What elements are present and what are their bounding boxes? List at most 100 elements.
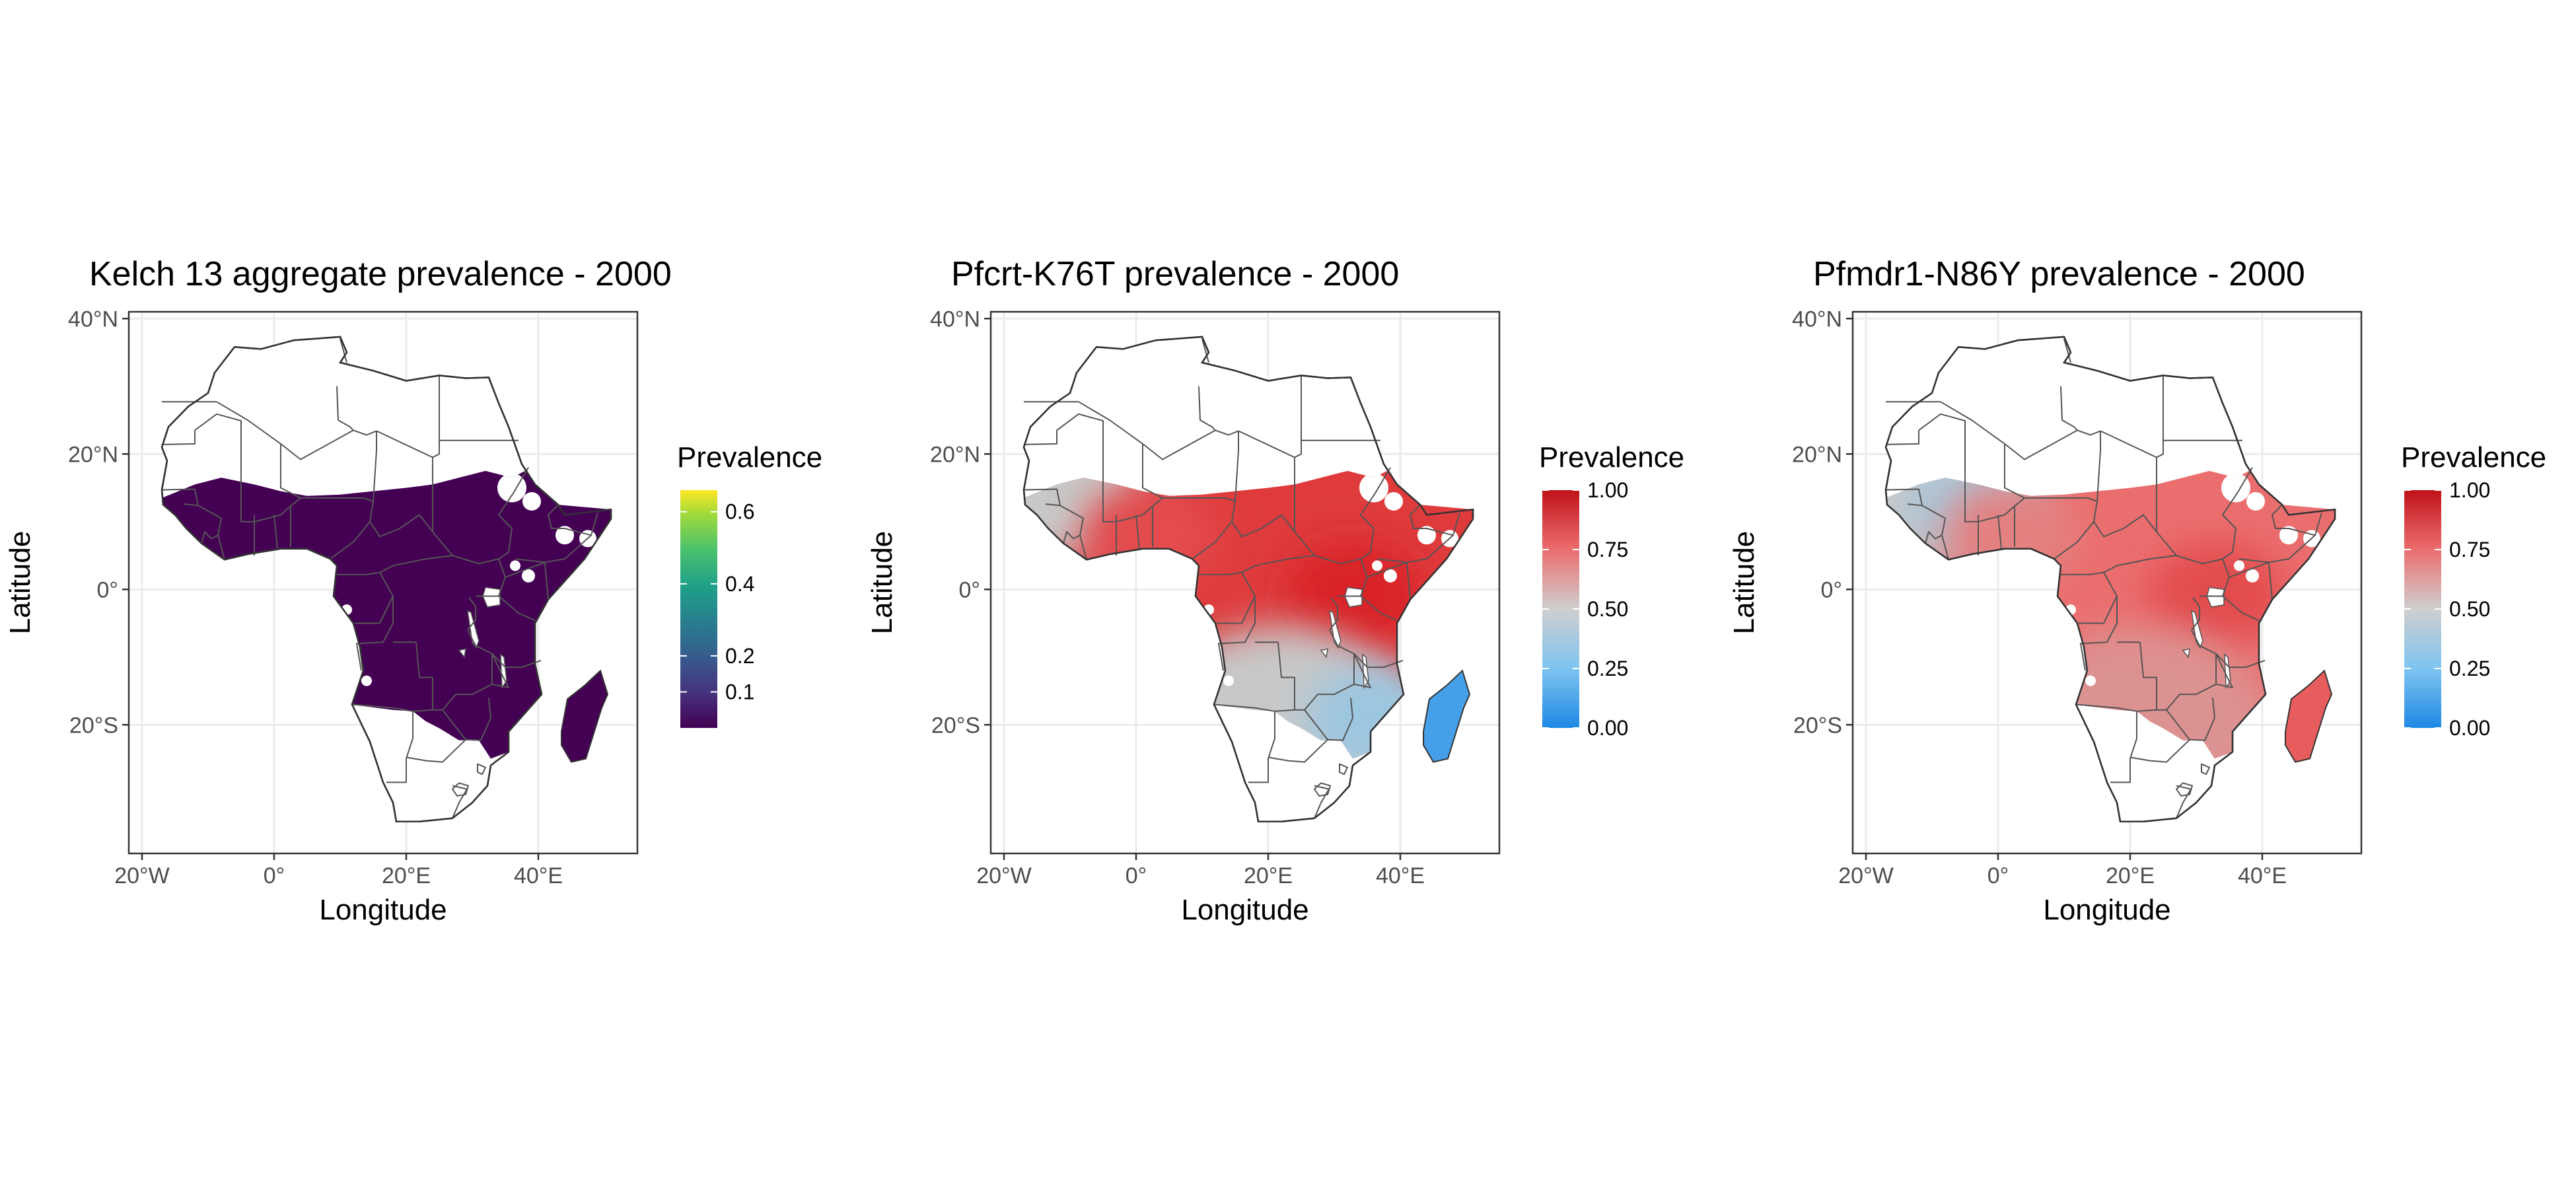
country-border: [1218, 596, 1256, 671]
lake: [482, 587, 501, 608]
country-border: [183, 503, 222, 536]
y-tick-label: 20°N: [68, 442, 118, 467]
legend-title: Prevalence: [677, 441, 822, 474]
country-border: [2268, 513, 2322, 563]
country-border: [2100, 430, 2157, 458]
x-tick-label: 20°W: [114, 863, 170, 888]
no-data-patch: [1359, 473, 1388, 503]
country-border: [1353, 653, 1371, 688]
no-data-patch: [2246, 569, 2259, 583]
y-axis-label: Latitude: [4, 531, 36, 635]
country-border: [1199, 571, 1256, 624]
country-border: [2191, 630, 2266, 668]
x-tick-label: 20°E: [2106, 863, 2155, 888]
country-border: [2063, 338, 2071, 363]
country-border: [515, 558, 546, 563]
y-tick-label: 40°N: [930, 306, 980, 332]
country-border: [2060, 386, 2078, 431]
x-tick-label: 0°: [1987, 863, 2009, 888]
legend-tick-label: 0.25: [2449, 657, 2490, 680]
country-border: [1268, 739, 1328, 763]
country-border: [201, 531, 225, 560]
country-border: [1241, 555, 1315, 573]
x-tick-label: 40°E: [1376, 863, 1425, 888]
country-border: [351, 703, 413, 783]
y-tick-label: 0°: [958, 577, 980, 602]
country-border: [1338, 595, 1398, 622]
legend-title: Prevalence: [2401, 441, 2546, 474]
country-border: [393, 641, 433, 710]
country-border: [467, 630, 542, 668]
y-tick-label: 20°N: [1792, 442, 1842, 467]
eswatini-border: [1339, 763, 1348, 775]
no-data-patch: [522, 569, 535, 583]
country-border: [2014, 497, 2025, 547]
country-border: [1329, 630, 1404, 668]
legend-tick-label: 1.00: [2449, 478, 2490, 502]
no-data-patch: [2085, 675, 2096, 686]
lake: [2224, 653, 2231, 690]
madagascar: [2285, 669, 2333, 763]
no-data-patch: [1223, 675, 1234, 686]
country-border: [340, 338, 347, 363]
lesotho-border: [1314, 782, 1331, 797]
x-axis-label: Longitude: [319, 894, 447, 926]
no-data-patch: [555, 526, 574, 545]
lesotho-border: [2176, 782, 2193, 797]
legend-tick-label: 0.4: [725, 572, 754, 596]
country-border: [406, 739, 466, 763]
legend-tick-label: 0.2: [725, 644, 754, 668]
country-border: [161, 430, 196, 445]
y-tick-label: 20°S: [1793, 713, 1842, 738]
country-border: [467, 596, 476, 631]
no-data-patch: [1372, 560, 1382, 571]
no-data-patch: [2221, 473, 2250, 503]
no-data-patch: [1417, 526, 1436, 545]
chart-title: Pfcrt-K76T prevalence - 2000: [951, 255, 1399, 293]
country-border: [1314, 785, 1330, 819]
country-border: [1056, 413, 1104, 478]
chart-title: Kelch 13 aggregate prevalence - 2000: [89, 255, 672, 293]
country-border: [2087, 431, 2101, 502]
y-tick-label: 20°N: [930, 442, 980, 467]
country-border: [216, 401, 377, 460]
eswatini-border: [477, 763, 486, 775]
country-border: [2166, 698, 2215, 741]
y-axis-label: Latitude: [1728, 531, 1760, 635]
madagascar: [561, 669, 609, 763]
country-border: [2191, 596, 2200, 631]
country-border: [2215, 653, 2233, 688]
x-axis-label: Longitude: [1181, 894, 1308, 926]
country-border: [1377, 558, 1408, 563]
legend-tick-label: 0.00: [1587, 716, 1628, 740]
x-axis-label: Longitude: [2043, 894, 2170, 926]
country-border: [432, 457, 529, 565]
country-border: [273, 515, 278, 549]
country-border: [1135, 515, 1140, 549]
madagascar: [1423, 669, 1471, 763]
no-data-patch: [1384, 569, 1397, 583]
country-border: [336, 386, 354, 431]
legend-tick-label: 0.25: [1587, 657, 1628, 680]
country-border: [1294, 375, 1302, 458]
panel-frame: [989, 310, 1501, 855]
no-data-patch: [361, 675, 372, 686]
y-tick-label: 40°N: [68, 306, 118, 332]
country-border: [1152, 497, 1163, 547]
country-border: [2156, 375, 2164, 458]
country-border: [1294, 457, 1391, 565]
legend-title: Prevalence: [1539, 441, 1684, 474]
country-border: [1198, 386, 1216, 431]
country-border: [1885, 430, 1919, 445]
country-border: [1078, 401, 1239, 460]
lake: [2182, 648, 2190, 659]
country-border: [1907, 503, 1946, 536]
country-border: [1142, 443, 1163, 499]
country-border: [1304, 698, 1353, 741]
no-data-patch: [2234, 560, 2244, 571]
country-border: [491, 653, 509, 688]
no-data-patch: [497, 473, 526, 503]
lake: [1344, 587, 1363, 608]
map-panel-2: 20°W 0° 20°E 40°E 40°N 20°N 0° 20°S Pfcrt-K76T p…: [866, 255, 1684, 926]
